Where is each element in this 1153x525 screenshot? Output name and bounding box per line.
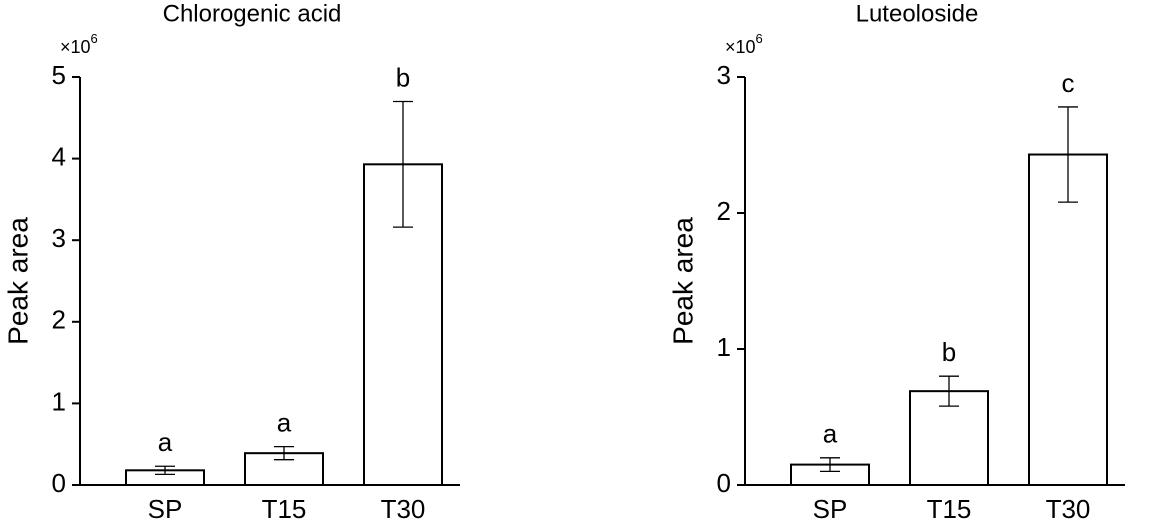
significance-letter: b bbox=[942, 337, 956, 367]
error-bar bbox=[274, 445, 294, 461]
error-bar bbox=[393, 100, 413, 228]
y-tick-label: 3 bbox=[717, 60, 731, 90]
bar bbox=[1028, 153, 1108, 487]
y-axis-label: Peak area bbox=[667, 217, 698, 345]
x-tick-label: T30 bbox=[1046, 494, 1091, 524]
multiplier-exponent: 6 bbox=[91, 31, 98, 46]
x-tick-label: SP bbox=[148, 494, 183, 524]
significance-letter: c bbox=[1062, 68, 1075, 98]
multiplier-base: ×10 bbox=[60, 37, 91, 57]
y-tick-label: 1 bbox=[717, 332, 731, 362]
significance-letter: a bbox=[823, 419, 838, 449]
error-bar bbox=[155, 465, 175, 476]
x-tick-label: SP bbox=[813, 494, 848, 524]
error-bar bbox=[820, 457, 840, 473]
y-axis-label: Peak area bbox=[2, 217, 33, 345]
y-tick-label: 2 bbox=[52, 305, 66, 335]
x-tick-label: T30 bbox=[381, 494, 426, 524]
y-tick-label: 0 bbox=[717, 468, 731, 498]
bar bbox=[244, 452, 324, 486]
axis-multiplier: ×106 bbox=[725, 31, 763, 56]
significance-letter: a bbox=[158, 427, 173, 457]
y-tick-label: 2 bbox=[717, 196, 731, 226]
multiplier-base: ×10 bbox=[725, 37, 756, 57]
multiplier-exponent: 6 bbox=[756, 31, 763, 46]
x-tick-label: T15 bbox=[262, 494, 307, 524]
error-bar bbox=[1058, 106, 1078, 203]
y-tick-label: 3 bbox=[52, 223, 66, 253]
chart-title: Chlorogenic acid bbox=[163, 0, 342, 27]
y-tick-label: 1 bbox=[52, 386, 66, 416]
y-tick-label: 0 bbox=[52, 468, 66, 498]
significance-letter: b bbox=[396, 62, 410, 92]
error-bar bbox=[939, 375, 959, 407]
significance-letter: a bbox=[277, 408, 292, 438]
x-tick-label: T15 bbox=[927, 494, 972, 524]
y-tick-label: 5 bbox=[52, 60, 66, 90]
y-tick-label: 4 bbox=[52, 141, 66, 171]
axis-multiplier: ×106 bbox=[60, 31, 98, 56]
chart-title: Luteoloside bbox=[856, 0, 979, 27]
